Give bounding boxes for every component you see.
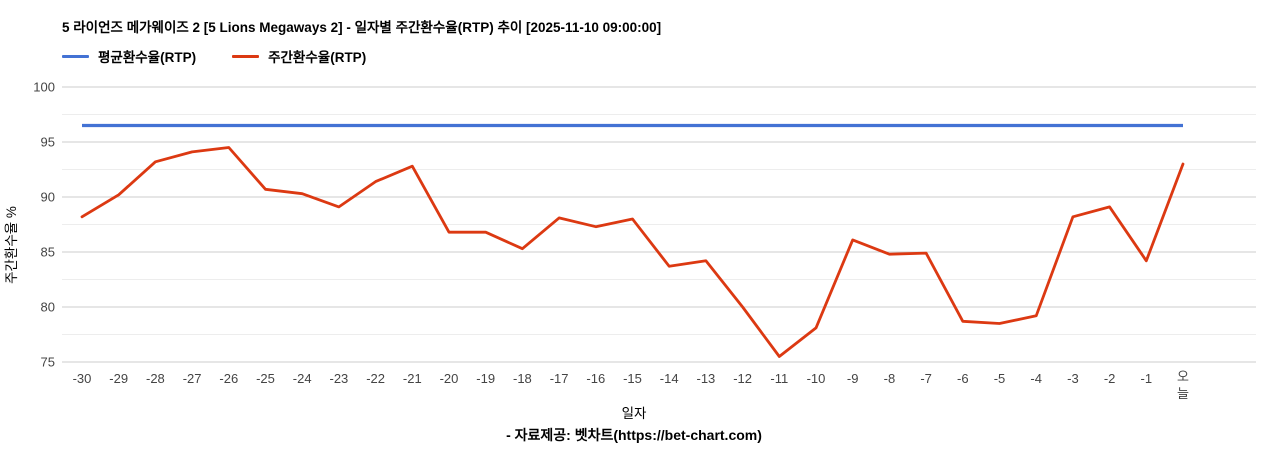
y-tick-label: 90 <box>41 190 55 205</box>
legend: 평균환수율(RTP) 주간환수율(RTP) <box>62 46 366 66</box>
legend-label-weekly: 주간환수율(RTP) <box>268 50 367 65</box>
chart-title: 5 라이언즈 메가웨이즈 2 [5 Lions Megaways 2] - 일자… <box>62 20 662 35</box>
x-tick-label: -10 <box>807 371 826 386</box>
x-tick-label: -5 <box>994 371 1006 386</box>
x-tick-label: -26 <box>219 371 238 386</box>
x-axis-title: 일자 <box>621 406 647 421</box>
weekly-line-swatch <box>232 54 260 58</box>
x-tick-label: -21 <box>403 371 422 386</box>
x-tick-label: -3 <box>1067 371 1079 386</box>
x-tick-label: -18 <box>513 371 532 386</box>
weekly-rtp-line[interactable] <box>80 146 1185 358</box>
x-tick-label: -28 <box>146 371 165 386</box>
y-tick-label: 75 <box>41 355 55 370</box>
x-tick-label: -25 <box>256 371 275 386</box>
x-tick-label: -27 <box>183 371 202 386</box>
legend-label-average: 평균환수율(RTP) <box>98 50 197 65</box>
y-tick-label: 85 <box>41 245 55 260</box>
x-tick-label: -29 <box>109 371 128 386</box>
y-tick-label: 80 <box>41 300 55 315</box>
x-tick-label: -1 <box>1141 371 1153 386</box>
x-tick-label: -17 <box>550 371 569 386</box>
x-tick-label: -11 <box>770 371 788 386</box>
legend-item-average[interactable]: 평균환수율(RTP) <box>62 46 196 66</box>
x-tick-label: -20 <box>440 371 459 386</box>
y-axis-title: 주간환수율 % <box>4 206 19 284</box>
x-tick-label: -16 <box>586 371 605 386</box>
x-tick-label: -12 <box>733 371 752 386</box>
x-tick-label: -8 <box>884 371 896 386</box>
x-tick-label: -13 <box>697 371 716 386</box>
y-tick-label: 100 <box>33 80 55 95</box>
y-tick-label: 95 <box>41 135 55 150</box>
x-tick-label: -7 <box>920 371 932 386</box>
x-tick-label: -30 <box>73 371 92 386</box>
x-tick-label: -14 <box>660 371 679 386</box>
x-tick-label: -24 <box>293 371 312 386</box>
x-tick-label: -15 <box>623 371 642 386</box>
x-tick-label: -9 <box>847 371 859 386</box>
average-line-swatch <box>62 54 89 58</box>
x-tick-label: -22 <box>366 371 385 386</box>
chart-footer: - 자료제공: 벳차트(https://bet-chart.com) <box>506 427 762 443</box>
x-tick-label: -4 <box>1030 371 1042 386</box>
x-tick-label: -23 <box>330 371 349 386</box>
x-tick-label: -19 <box>476 371 495 386</box>
x-tick-label: -2 <box>1104 371 1116 386</box>
legend-item-weekly[interactable]: 주간환수율(RTP) <box>232 46 366 66</box>
x-tick-label: -6 <box>957 371 969 386</box>
